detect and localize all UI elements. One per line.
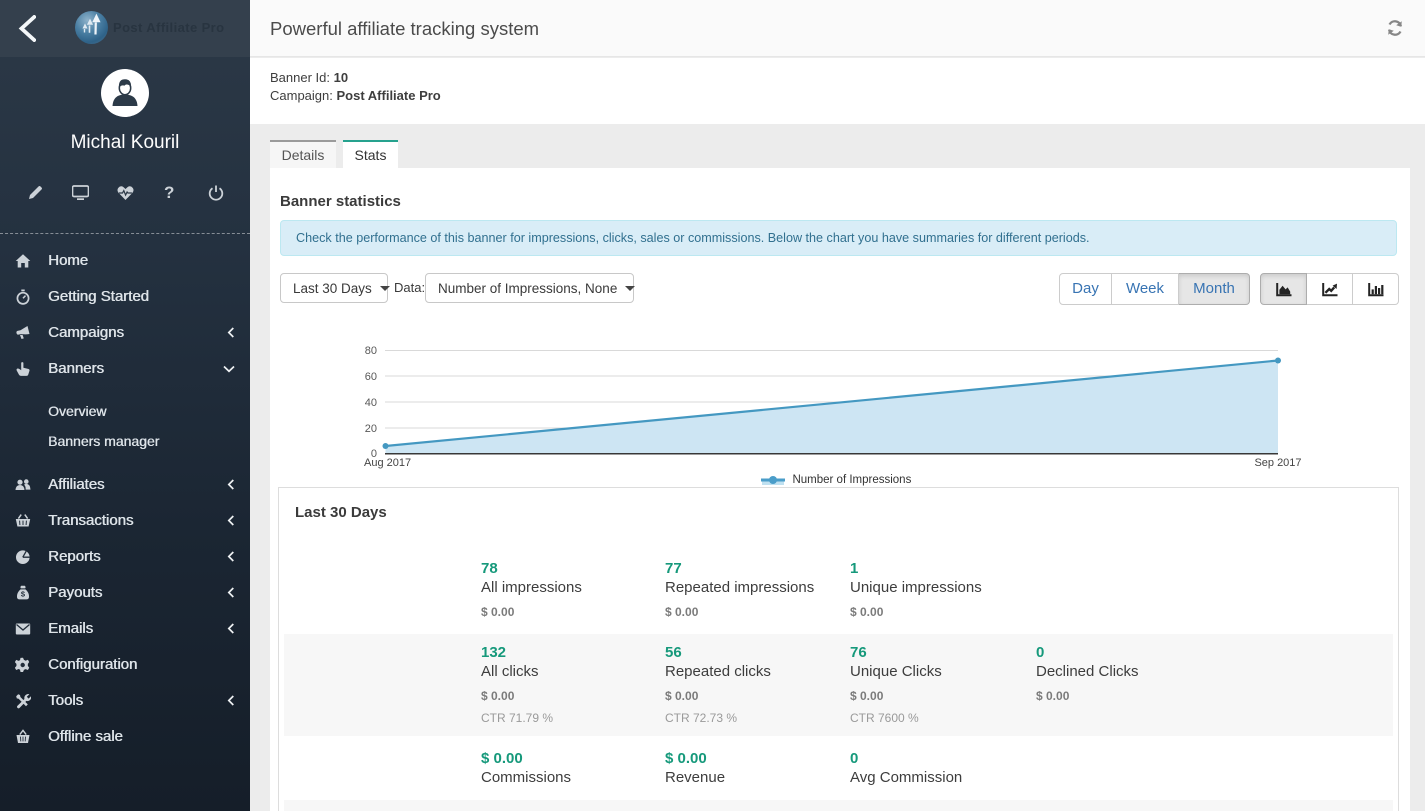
svg-text:Aug 2017: Aug 2017 <box>364 457 411 469</box>
svg-text:$: $ <box>21 589 26 598</box>
svg-text:40: 40 <box>365 397 377 409</box>
svg-text:Sep 2017: Sep 2017 <box>1254 457 1301 469</box>
svg-text:20: 20 <box>365 423 377 435</box>
svg-text:80: 80 <box>365 345 377 357</box>
svg-text:60: 60 <box>365 371 377 383</box>
svg-text:0: 0 <box>371 448 377 460</box>
